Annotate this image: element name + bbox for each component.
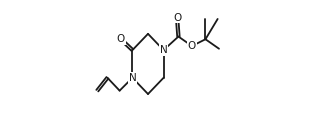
Text: O: O xyxy=(117,34,125,44)
Text: N: N xyxy=(129,73,136,83)
Text: N: N xyxy=(160,45,167,55)
Text: O: O xyxy=(188,41,196,51)
Text: O: O xyxy=(173,13,181,23)
